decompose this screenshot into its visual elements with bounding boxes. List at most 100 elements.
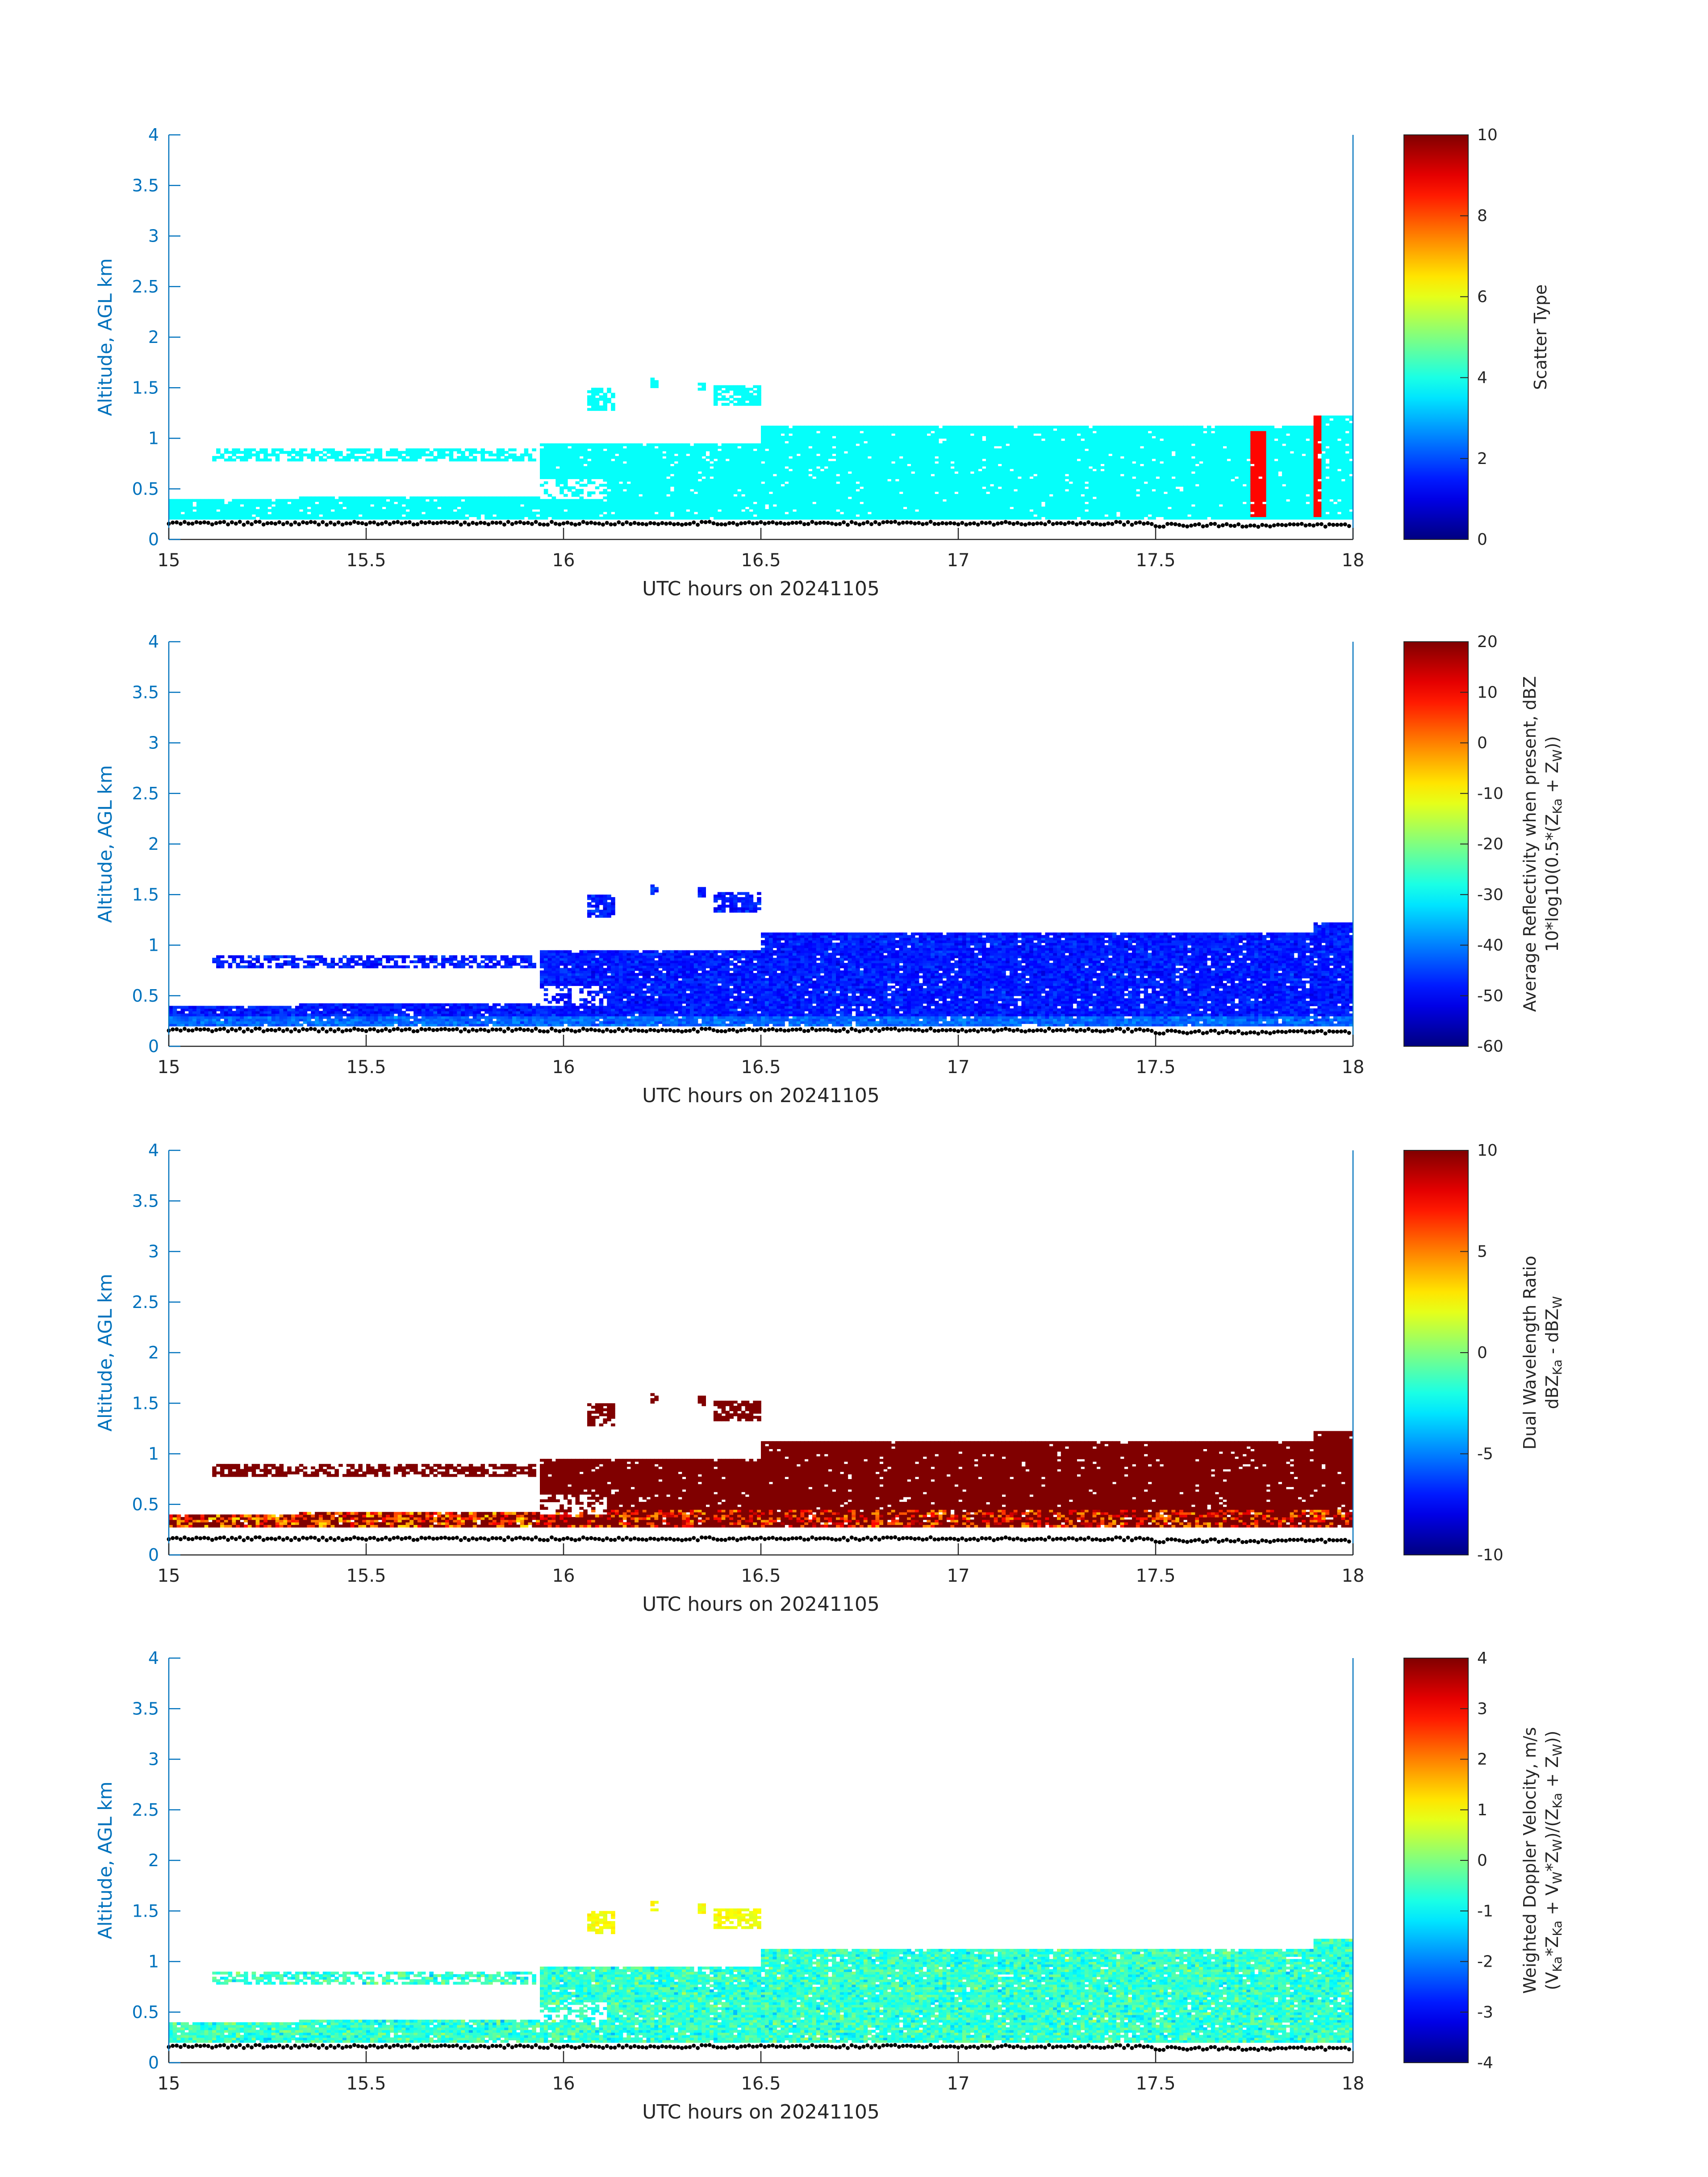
- heatmap-cell: [647, 499, 651, 502]
- heatmap-cell: [398, 497, 402, 500]
- heatmap-cell: [572, 468, 576, 472]
- heatmap-cell: [694, 484, 698, 487]
- heatmap-cell: [555, 451, 560, 454]
- heatmap-cell: [347, 448, 351, 451]
- heatmap-cell: [674, 481, 679, 485]
- heatmap-cell: [422, 454, 426, 457]
- heatmap-cell: [583, 451, 588, 454]
- heatmap-cell: [516, 501, 521, 505]
- heatmap-cell: [579, 514, 584, 517]
- heatmap-cell: [599, 512, 604, 515]
- heatmap-cell: [583, 504, 588, 507]
- heatmap-cell: [528, 497, 532, 500]
- heatmap-cell: [208, 517, 213, 520]
- heatmap-cell: [635, 491, 639, 494]
- heatmap-cell: [552, 499, 556, 502]
- heatmap-cell: [287, 451, 292, 454]
- heatmap-cell: [418, 506, 422, 510]
- heatmap-cell: [595, 408, 600, 411]
- heatmap-cell: [469, 499, 473, 502]
- heatmap-cell: [548, 454, 552, 457]
- heatmap-cell: [564, 466, 568, 469]
- heatmap-cell: [626, 461, 631, 464]
- heatmap-cell: [654, 484, 659, 487]
- heatmap-cell: [192, 506, 197, 510]
- heatmap-cell: [647, 468, 651, 472]
- heatmap-cell: [694, 504, 698, 507]
- heatmap-cell: [256, 459, 260, 462]
- heatmap-cell: [564, 456, 568, 459]
- heatmap-cell: [615, 501, 619, 505]
- heatmap-cell: [643, 464, 647, 467]
- heatmap-cell: [686, 451, 690, 454]
- heatmap-cell: [658, 464, 663, 467]
- heatmap-cell: [280, 448, 284, 451]
- heatmap-cell: [654, 517, 659, 520]
- heatmap-cell: [654, 464, 659, 467]
- heatmap-cell: [228, 514, 233, 517]
- heatmap-cell: [670, 504, 675, 507]
- heatmap-cell: [662, 466, 667, 469]
- heatmap-cell: [358, 504, 363, 507]
- heatmap-cell: [205, 517, 209, 520]
- heatmap-cell: [465, 509, 469, 512]
- heatmap-cell: [603, 506, 607, 510]
- heatmap-cell: [405, 517, 410, 520]
- heatmap-cell: [631, 454, 635, 457]
- heatmap-cell: [453, 448, 458, 451]
- heatmap-cell: [560, 509, 564, 512]
- heatmap-cell: [555, 471, 560, 474]
- heatmap-cell: [662, 474, 667, 477]
- heatmap-cell: [564, 506, 568, 510]
- heatmap-cell: [666, 468, 671, 472]
- heatmap-cell: [280, 509, 284, 512]
- heatmap-cell: [465, 506, 469, 510]
- heatmap-cell: [568, 486, 572, 489]
- heatmap-cell: [564, 517, 568, 520]
- heatmap-cell: [690, 517, 694, 520]
- heatmap-cell: [489, 499, 493, 502]
- heatmap-cell: [651, 484, 655, 487]
- heatmap-cell: [666, 461, 671, 464]
- heatmap-cell: [330, 514, 335, 517]
- heatmap-cell: [654, 456, 659, 459]
- heatmap-cell: [595, 504, 600, 507]
- heatmap-cell: [299, 501, 304, 505]
- heatmap-cell: [252, 501, 256, 505]
- heatmap-cell: [196, 499, 201, 502]
- heatmap-cell: [327, 509, 331, 512]
- heatmap-cell: [295, 459, 300, 462]
- heatmap-cell: [670, 448, 675, 451]
- heatmap-cell: [493, 509, 497, 512]
- heatmap-cell: [548, 504, 552, 507]
- heatmap-cell: [469, 512, 473, 515]
- heatmap-cell: [520, 514, 525, 517]
- heatmap-cell: [576, 461, 580, 464]
- heatmap-cell: [658, 468, 663, 472]
- heatmap-cell: [323, 499, 327, 502]
- heatmap-cell: [540, 514, 544, 517]
- heatmap-cell: [544, 448, 548, 451]
- heatmap-cell: [698, 517, 702, 520]
- heatmap-cell: [654, 471, 659, 474]
- heatmap-cell: [291, 456, 296, 459]
- heatmap-cell: [212, 506, 217, 510]
- heatmap-cell: [398, 514, 402, 517]
- heatmap-cell: [493, 501, 497, 505]
- heatmap-cell: [579, 476, 584, 479]
- heatmap-cell: [256, 514, 260, 517]
- heatmap-cell: [248, 456, 252, 459]
- heatmap-cell: [453, 499, 458, 502]
- heatmap-cell: [603, 405, 607, 409]
- heatmap-cell: [579, 443, 584, 447]
- heatmap-cell: [469, 459, 473, 462]
- heatmap-cell: [576, 489, 580, 492]
- heatmap-cell: [611, 443, 615, 447]
- heatmap-cell: [413, 456, 418, 459]
- heatmap-cell: [678, 514, 682, 517]
- heatmap-cell: [342, 459, 347, 462]
- heatmap-cell: [441, 497, 446, 500]
- heatmap-cell: [666, 451, 671, 454]
- heatmap-cell: [409, 504, 414, 507]
- heatmap-cell: [682, 509, 686, 512]
